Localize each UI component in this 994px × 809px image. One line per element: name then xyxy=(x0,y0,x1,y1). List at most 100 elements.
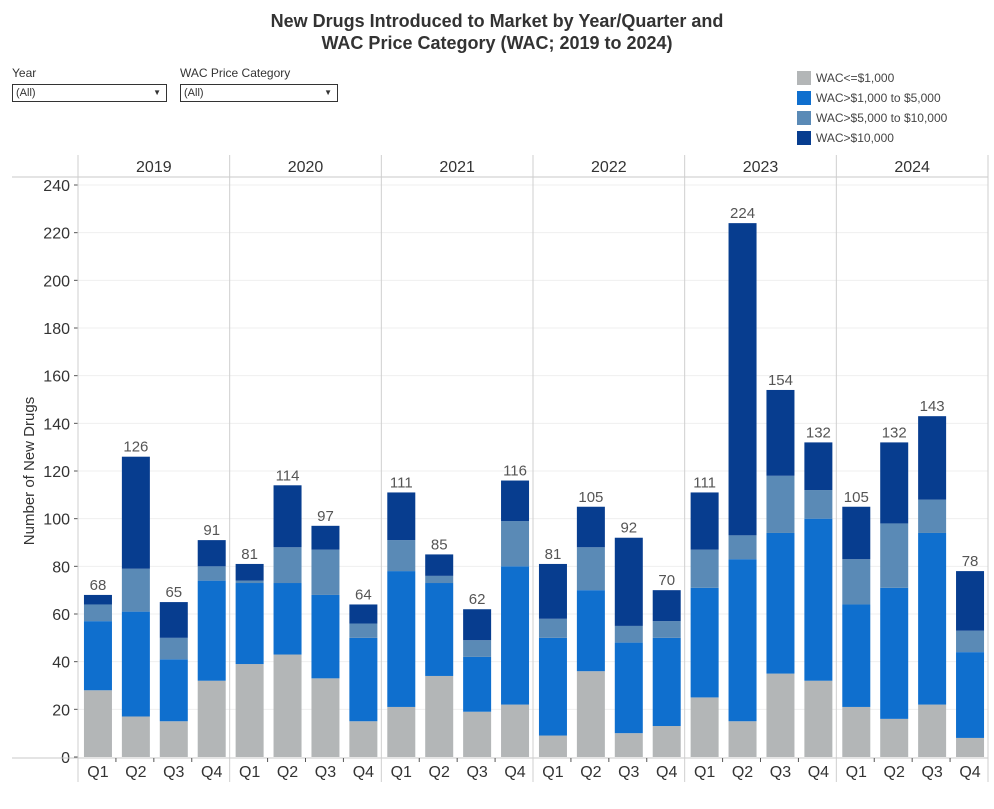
bar-segment[interactable] xyxy=(614,625,643,643)
bar-segment[interactable] xyxy=(538,563,567,619)
year-filter-select[interactable]: (All) ▼ xyxy=(12,84,167,102)
bar-segment[interactable] xyxy=(918,499,947,533)
bar-segment[interactable] xyxy=(690,697,719,757)
bar-segment[interactable] xyxy=(273,547,302,584)
bar-segment[interactable] xyxy=(614,642,643,734)
bar-segment[interactable] xyxy=(880,523,909,588)
dropdown-arrow-icon[interactable]: ▼ xyxy=(153,88,161,97)
bar-segment[interactable] xyxy=(652,590,681,622)
bar-segment[interactable] xyxy=(349,604,378,624)
bar-segment[interactable] xyxy=(538,637,567,736)
bar-segment[interactable] xyxy=(690,587,719,698)
bar-segment[interactable] xyxy=(159,602,188,638)
bar-segment[interactable] xyxy=(273,654,302,757)
bar-segment[interactable] xyxy=(690,492,719,550)
bar-segment[interactable] xyxy=(387,492,416,541)
bar-segment[interactable] xyxy=(425,554,454,576)
bar-segment[interactable] xyxy=(235,583,264,665)
bar-segment[interactable] xyxy=(159,637,188,660)
bar-segment[interactable] xyxy=(501,521,530,567)
bar-segment[interactable] xyxy=(349,623,378,638)
bar-segment[interactable] xyxy=(766,673,795,757)
bar-segment[interactable] xyxy=(842,706,871,757)
dropdown-arrow-icon[interactable]: ▼ xyxy=(324,88,332,97)
bar-segment[interactable] xyxy=(197,540,226,567)
legend-item[interactable]: WAC<=$1,000 xyxy=(797,68,947,88)
bar-segment[interactable] xyxy=(880,587,909,719)
bar-segment[interactable] xyxy=(728,223,757,536)
bar-segment[interactable] xyxy=(387,706,416,757)
bar-segment[interactable] xyxy=(387,540,416,572)
bar-segment[interactable] xyxy=(121,611,150,717)
bar-segment[interactable] xyxy=(463,711,492,757)
bar-segment[interactable] xyxy=(235,664,264,757)
bar-segment[interactable] xyxy=(956,737,985,757)
legend-item[interactable]: WAC>$10,000 xyxy=(797,128,947,148)
bar-segment[interactable] xyxy=(501,704,530,757)
bar-segment[interactable] xyxy=(652,726,681,757)
bar-segment[interactable] xyxy=(652,637,681,727)
bar-segment[interactable] xyxy=(121,456,150,569)
bar-segment[interactable] xyxy=(614,733,643,757)
bar-segment[interactable] xyxy=(842,559,871,605)
bar-segment[interactable] xyxy=(804,518,833,681)
bar-segment[interactable] xyxy=(273,583,302,655)
wac-category-filter-select[interactable]: (All) ▼ xyxy=(180,84,338,102)
legend-item[interactable]: WAC>$5,000 to $10,000 xyxy=(797,108,947,128)
bar-segment[interactable] xyxy=(197,680,226,757)
bar-segment[interactable] xyxy=(159,659,188,722)
bar-segment[interactable] xyxy=(728,721,757,757)
bar-segment[interactable] xyxy=(425,575,454,584)
bar-segment[interactable] xyxy=(880,442,909,524)
bar-segment[interactable] xyxy=(349,721,378,757)
bar-segment[interactable] xyxy=(766,475,795,533)
bar-segment[interactable] xyxy=(576,671,605,757)
bar-segment[interactable] xyxy=(576,506,605,548)
bar-segment[interactable] xyxy=(311,549,340,595)
bar-segment[interactable] xyxy=(501,566,530,705)
bar-segment[interactable] xyxy=(538,618,567,638)
bar-segment[interactable] xyxy=(197,580,226,681)
bar-segment[interactable] xyxy=(501,480,530,522)
bar-segment[interactable] xyxy=(842,506,871,560)
bar-segment[interactable] xyxy=(538,735,567,757)
bar-segment[interactable] xyxy=(387,571,416,707)
bar-segment[interactable] xyxy=(463,609,492,641)
legend-item[interactable]: WAC>$1,000 to $5,000 xyxy=(797,88,947,108)
bar-segment[interactable] xyxy=(83,690,112,757)
bar-segment[interactable] xyxy=(349,637,378,722)
bar-segment[interactable] xyxy=(956,571,985,631)
bar-segment[interactable] xyxy=(728,559,757,722)
bar-segment[interactable] xyxy=(690,549,719,588)
bar-segment[interactable] xyxy=(311,594,340,679)
bar-segment[interactable] xyxy=(614,537,643,626)
bar-segment[interactable] xyxy=(728,535,757,560)
bar-segment[interactable] xyxy=(311,678,340,757)
bar-segment[interactable] xyxy=(235,580,264,584)
bar-segment[interactable] xyxy=(425,583,454,676)
bar-segment[interactable] xyxy=(880,718,909,757)
bar-segment[interactable] xyxy=(121,716,150,757)
bar-segment[interactable] xyxy=(804,442,833,491)
bar-segment[interactable] xyxy=(766,389,795,476)
bar-segment[interactable] xyxy=(197,566,226,581)
bar-segment[interactable] xyxy=(652,621,681,638)
bar-segment[interactable] xyxy=(576,590,605,672)
bar-segment[interactable] xyxy=(83,621,112,691)
bar-segment[interactable] xyxy=(842,604,871,707)
bar-segment[interactable] xyxy=(425,675,454,757)
bar-segment[interactable] xyxy=(956,630,985,653)
bar-segment[interactable] xyxy=(463,640,492,657)
bar-segment[interactable] xyxy=(121,568,150,612)
bar-segment[interactable] xyxy=(83,594,112,605)
bar-segment[interactable] xyxy=(956,652,985,738)
bar-segment[interactable] xyxy=(918,532,947,705)
bar-segment[interactable] xyxy=(463,656,492,712)
bar-segment[interactable] xyxy=(83,604,112,622)
bar-segment[interactable] xyxy=(235,563,264,581)
bar-segment[interactable] xyxy=(918,704,947,757)
bar-segment[interactable] xyxy=(311,525,340,550)
bar-segment[interactable] xyxy=(576,547,605,591)
bar-segment[interactable] xyxy=(804,680,833,757)
bar-segment[interactable] xyxy=(766,532,795,674)
